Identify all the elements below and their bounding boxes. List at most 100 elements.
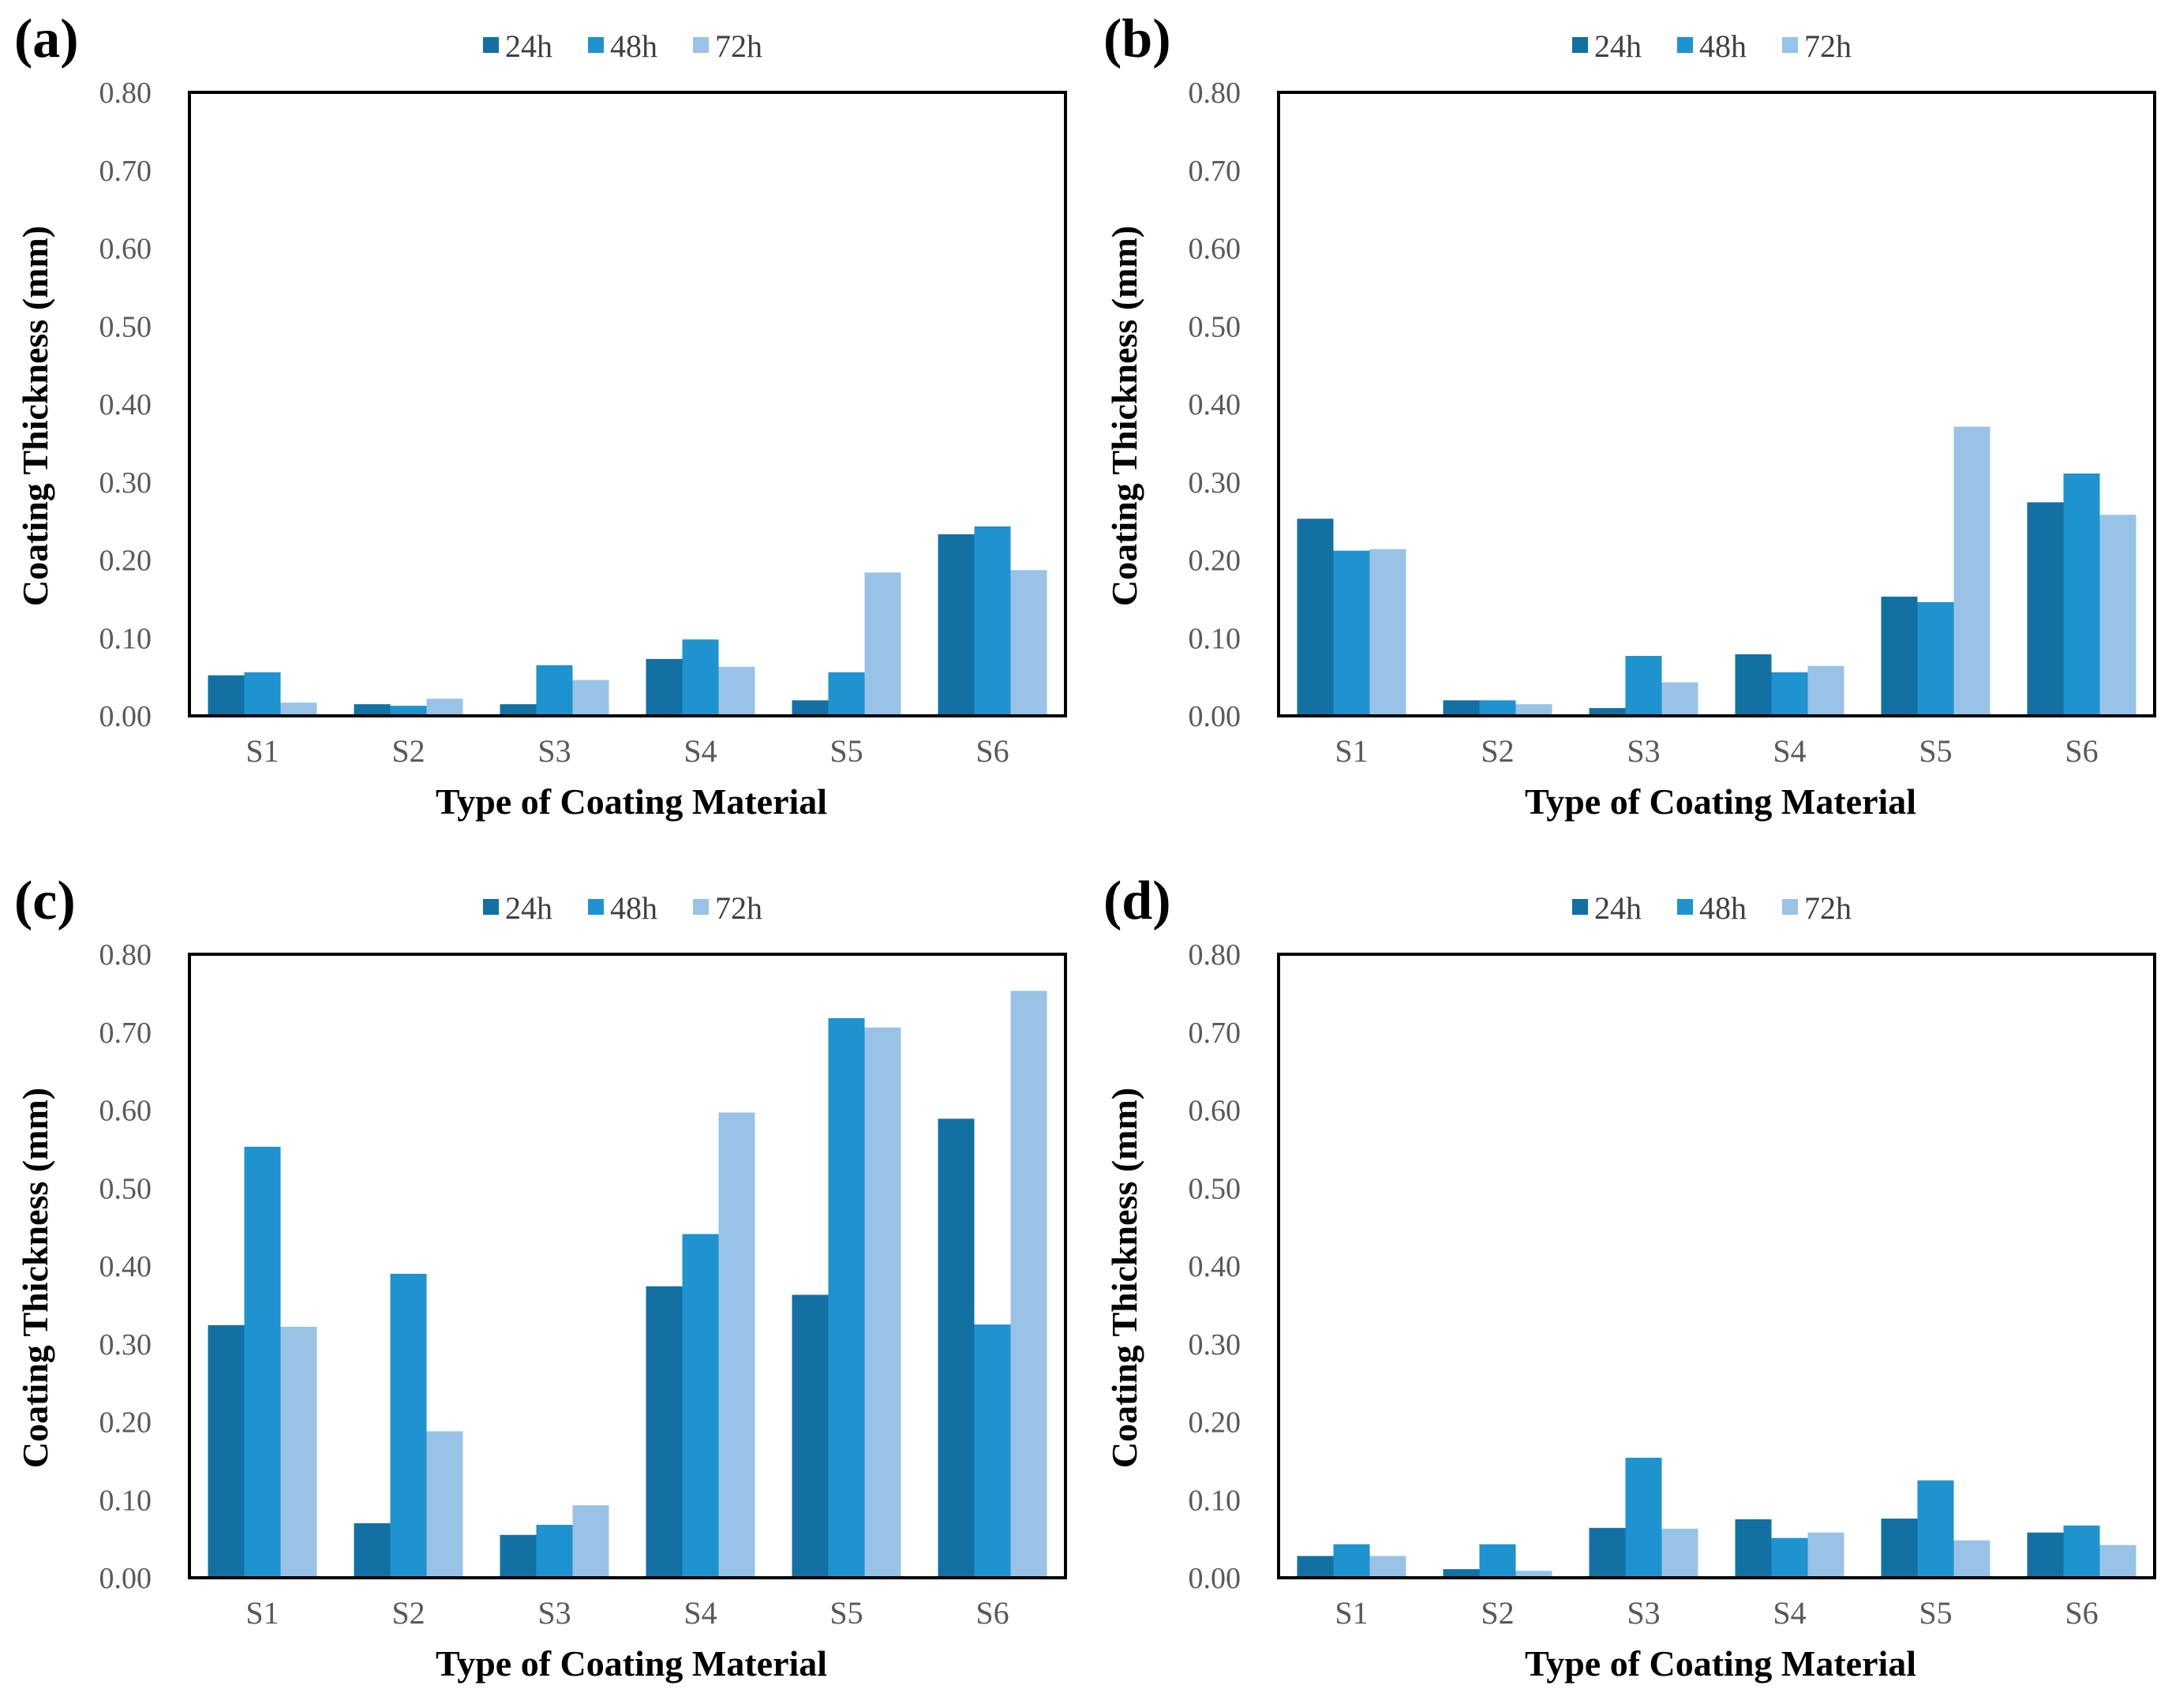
bar-S3-72h bbox=[1661, 1528, 1698, 1578]
legend-swatch-48h bbox=[588, 37, 604, 53]
y-axis-title: Coating Thickness (mm) bbox=[1104, 1088, 1144, 1468]
x-tick-label: S2 bbox=[391, 1595, 425, 1631]
y-tick-label: 0.40 bbox=[1189, 388, 1241, 421]
bar-S5-48h bbox=[1917, 1480, 1954, 1578]
bar-S4-48h bbox=[682, 1234, 719, 1578]
y-tick-label: 0.70 bbox=[1189, 155, 1241, 188]
legend-swatch-24h bbox=[483, 899, 499, 915]
x-tick-label: S5 bbox=[1919, 1595, 1952, 1631]
legend-label-48h: 48h bbox=[1699, 890, 1747, 926]
bar-S4-48h bbox=[1771, 672, 1808, 716]
plot-frame bbox=[1277, 953, 2156, 1579]
y-tick-label: 0.20 bbox=[99, 545, 152, 578]
y-tick-label: 0.50 bbox=[99, 1172, 152, 1205]
chart-panel: (a) 24h 48h 72h 0.00 0.10 0.20 0.30 0.40 0.50 0.60… bbox=[14, 9, 1067, 822]
bar-S6-48h bbox=[2063, 473, 2100, 716]
bar-S6-48h bbox=[2063, 1525, 2100, 1578]
bar-S1-24h bbox=[1297, 519, 1334, 716]
legend-swatch-72h bbox=[693, 899, 709, 915]
x-tick-label: S4 bbox=[1773, 733, 1806, 769]
bar-S3-72h bbox=[572, 1505, 609, 1578]
y-tick-label: 0.10 bbox=[99, 1484, 152, 1517]
bar-S6-72h bbox=[2099, 1545, 2136, 1578]
x-tick-label: S2 bbox=[1481, 1595, 1514, 1631]
x-tick-label: S5 bbox=[1919, 733, 1952, 769]
bar-S4-72h bbox=[1807, 1532, 1844, 1578]
x-tick-label: S5 bbox=[829, 733, 863, 769]
y-tick-label: 0.30 bbox=[99, 1328, 152, 1362]
x-tick-label: S1 bbox=[1335, 733, 1368, 769]
legend-label-24h: 24h bbox=[505, 890, 552, 926]
legend-label-72h: 72h bbox=[715, 890, 762, 926]
bar-S3-48h bbox=[1625, 656, 1662, 716]
bar-S1-24h bbox=[208, 1325, 245, 1578]
plot-frame bbox=[188, 953, 1067, 1579]
y-axis-title: Coating Thickness (mm) bbox=[15, 226, 55, 606]
x-tick-label: S6 bbox=[976, 1595, 1009, 1631]
bar-S1-48h bbox=[244, 672, 281, 716]
x-tick-label: S3 bbox=[537, 733, 571, 769]
x-tick-label: S3 bbox=[537, 1595, 571, 1631]
bar-S4-24h bbox=[1735, 1519, 1772, 1578]
bar-S5-72h bbox=[1953, 426, 1990, 716]
y-tick-label: 0.60 bbox=[99, 1095, 152, 1128]
bar-S4-48h bbox=[1771, 1538, 1808, 1578]
bar-S6-24h bbox=[938, 534, 975, 716]
y-tick-label: 0.80 bbox=[1189, 77, 1241, 110]
panel-label: (c) bbox=[14, 871, 76, 931]
x-tick-label: S4 bbox=[683, 1595, 717, 1631]
y-tick-label: 0.00 bbox=[1189, 1562, 1241, 1595]
bar-S1-24h bbox=[1297, 1556, 1334, 1578]
x-tick-label: S1 bbox=[245, 1595, 279, 1631]
bar-S4-24h bbox=[646, 1286, 683, 1578]
x-tick-label: S3 bbox=[1627, 1595, 1660, 1631]
chart-panel: (d) 24h 48h 72h 0.00 0.10 0.20 0.30 0.40 0.50 0.60… bbox=[1103, 871, 2156, 1684]
bar-S1-48h bbox=[1333, 550, 1370, 716]
y-tick-label: 0.40 bbox=[99, 1250, 152, 1283]
bar-S2-48h bbox=[390, 1273, 427, 1578]
y-tick-label: 0.00 bbox=[99, 1562, 152, 1595]
y-tick-label: 0.30 bbox=[99, 466, 152, 500]
y-tick-label: 0.60 bbox=[99, 233, 152, 266]
y-axis-title: Coating Thickness (mm) bbox=[1104, 226, 1144, 606]
bar-S2-48h bbox=[1479, 700, 1516, 717]
bar-S2-24h bbox=[354, 704, 391, 716]
bar-S3-48h bbox=[1625, 1457, 1662, 1578]
bar-S1-72h bbox=[280, 702, 317, 716]
bar-S2-72h bbox=[426, 699, 463, 716]
bar-S6-72h bbox=[1010, 991, 1047, 1578]
bar-S5-48h bbox=[1917, 601, 1954, 716]
bar-S5-24h bbox=[792, 1294, 829, 1578]
legend-swatch-72h bbox=[693, 37, 709, 53]
chart-panel: (b) 24h 48h 72h 0.00 0.10 0.20 0.30 0.40 0.50 0.60… bbox=[1103, 9, 2156, 822]
bar-S4-24h bbox=[1735, 654, 1772, 716]
bar-S4-72h bbox=[718, 1112, 755, 1578]
bar-S1-72h bbox=[280, 1327, 317, 1578]
bar-S5-24h bbox=[792, 700, 829, 717]
x-axis-title: Type of Coating Material bbox=[1525, 781, 1916, 822]
x-tick-label: S6 bbox=[2065, 733, 2098, 769]
x-tick-label: S5 bbox=[829, 1595, 863, 1631]
legend-label-72h: 72h bbox=[715, 28, 762, 64]
bar-S5-48h bbox=[828, 1018, 865, 1578]
plot-frame bbox=[188, 91, 1067, 717]
bar-S4-72h bbox=[718, 666, 755, 716]
y-tick-label: 0.20 bbox=[99, 1406, 152, 1440]
bar-S2-48h bbox=[390, 706, 427, 716]
bar-S6-72h bbox=[2099, 515, 2136, 716]
legend-swatch-24h bbox=[1572, 899, 1588, 915]
x-tick-label: S6 bbox=[976, 733, 1009, 769]
bar-S1-72h bbox=[1369, 1556, 1406, 1578]
y-tick-label: 0.40 bbox=[99, 388, 152, 421]
y-tick-label: 0.40 bbox=[1189, 1250, 1241, 1283]
bar-S3-24h bbox=[1589, 708, 1626, 716]
bar-S3-72h bbox=[1661, 682, 1698, 716]
bar-S2-48h bbox=[1479, 1544, 1516, 1578]
panel-label: (d) bbox=[1103, 871, 1171, 931]
bar-S2-24h bbox=[354, 1523, 391, 1578]
bar-S3-24h bbox=[500, 704, 537, 716]
bar-S5-24h bbox=[1881, 596, 1918, 716]
bar-S2-72h bbox=[1515, 1571, 1552, 1578]
bar-S1-24h bbox=[208, 675, 245, 716]
